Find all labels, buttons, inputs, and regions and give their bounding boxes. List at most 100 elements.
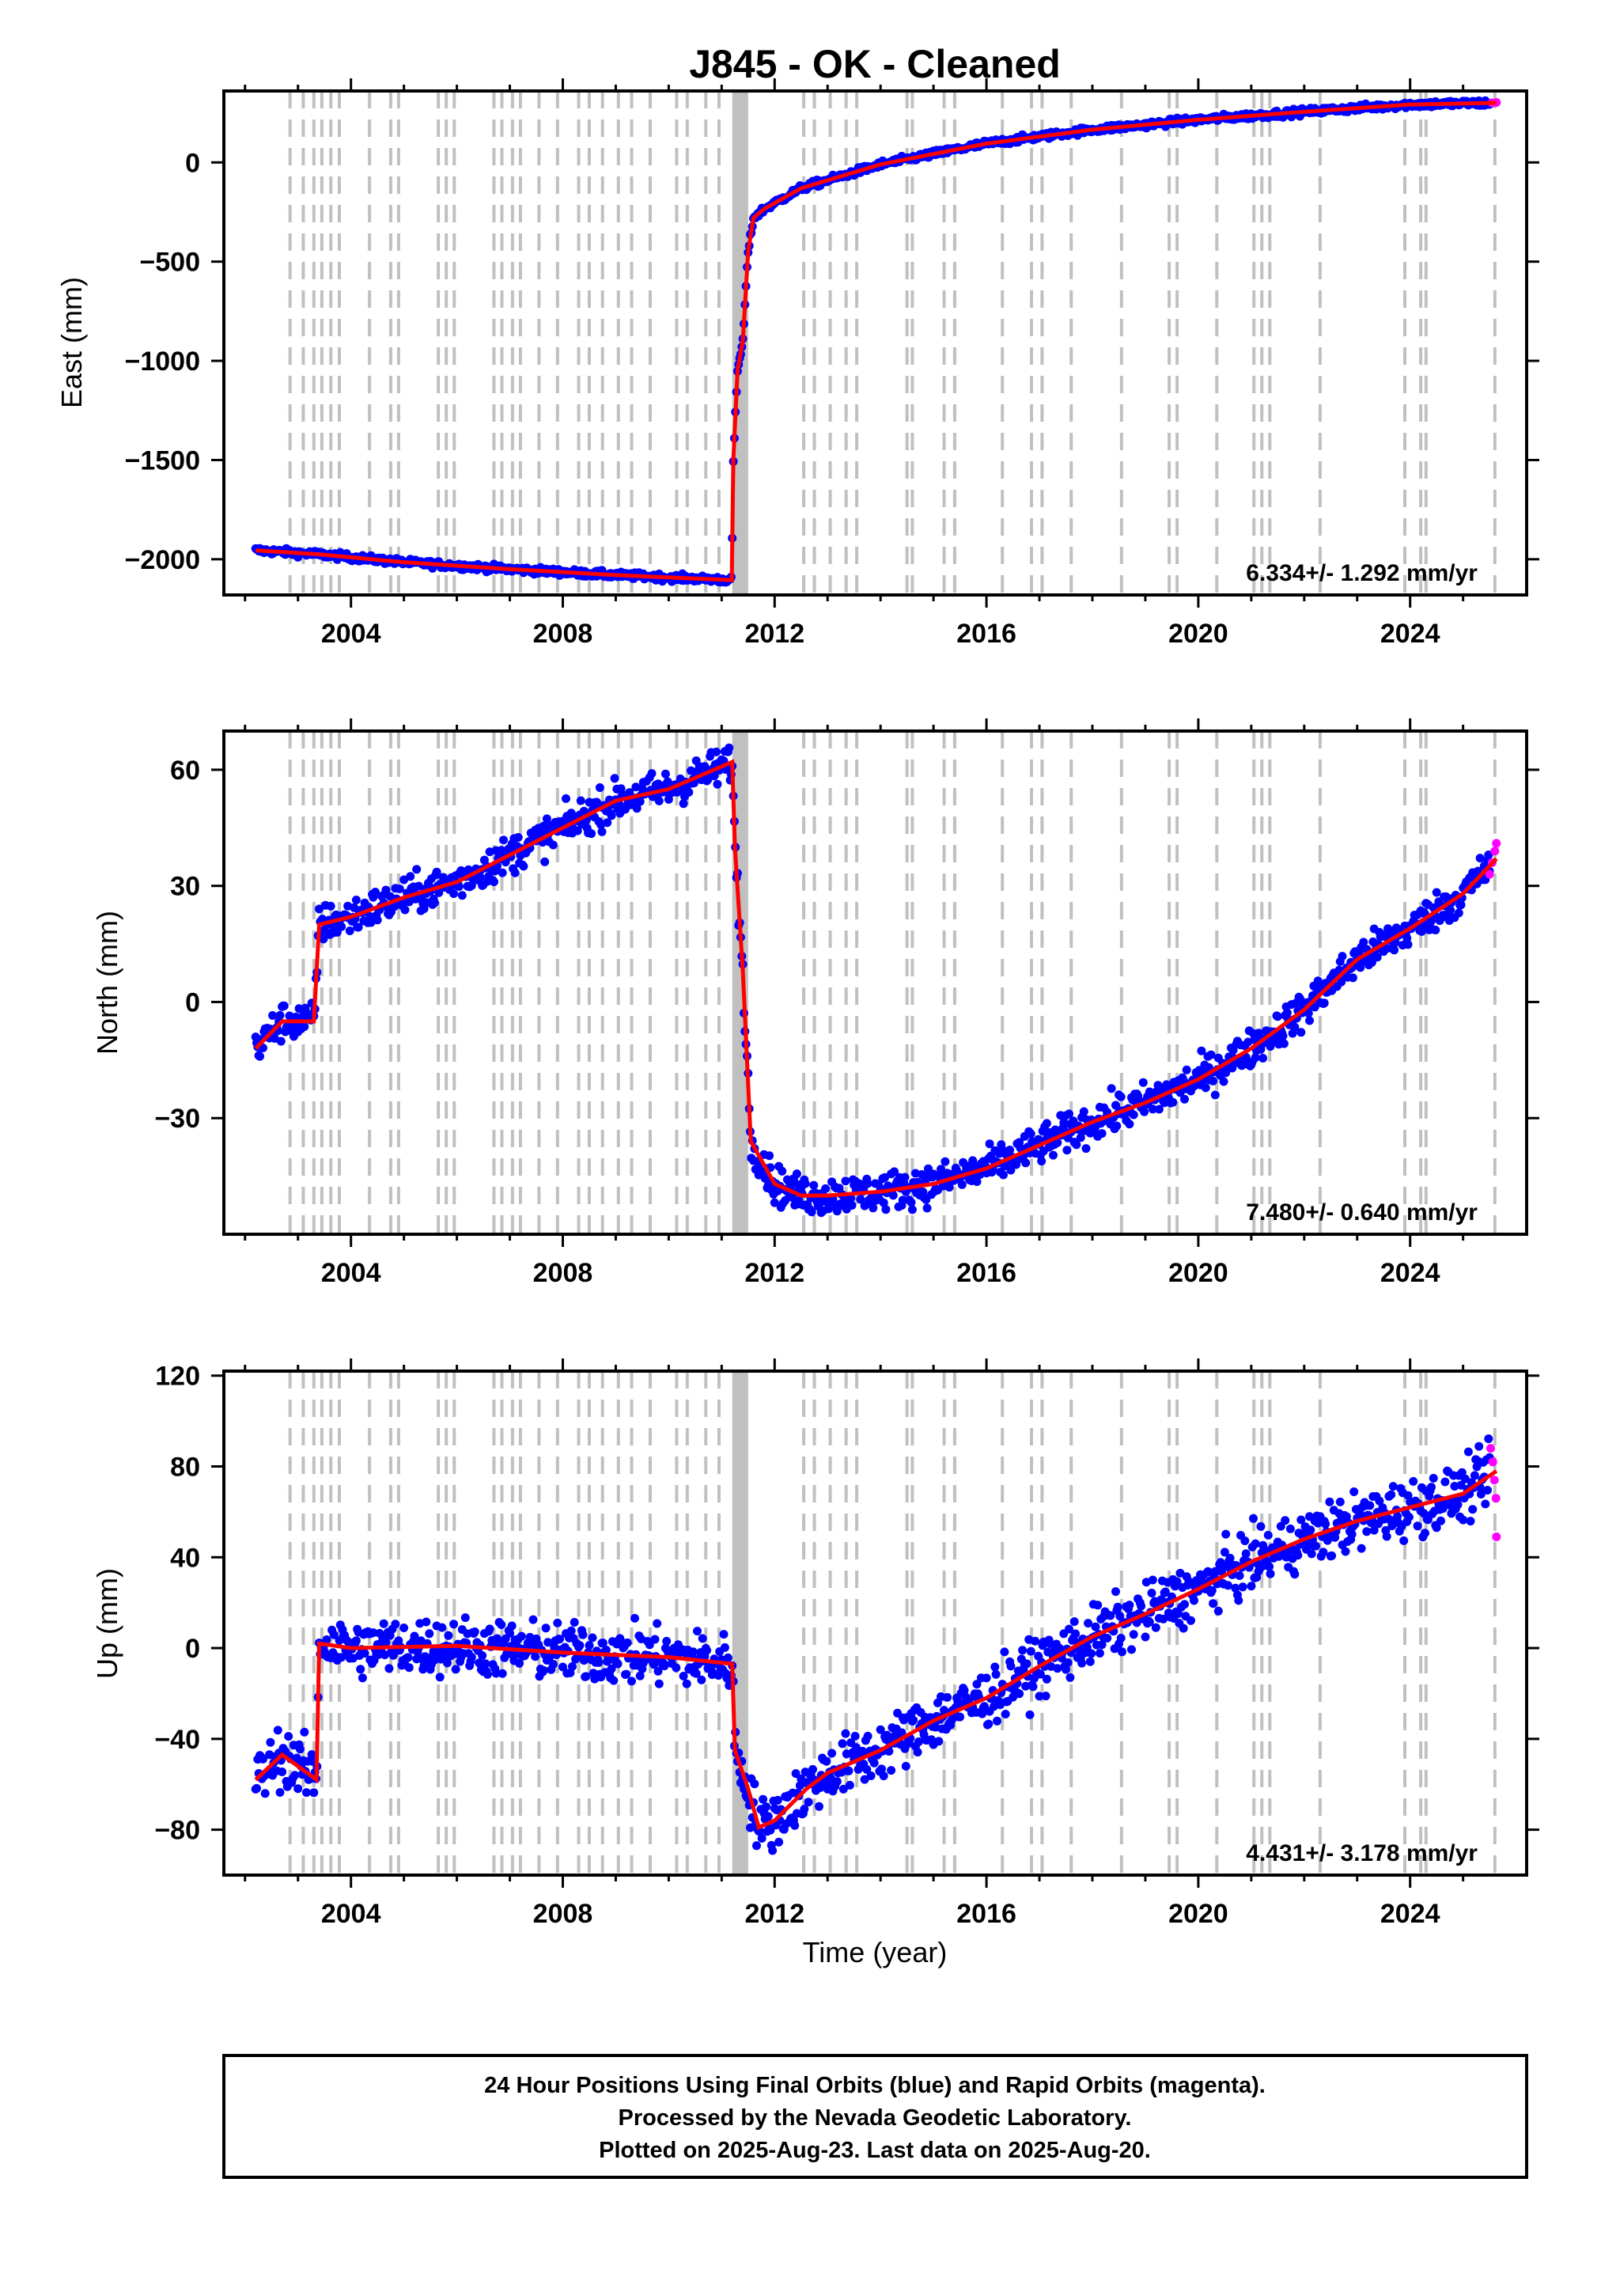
north-data-point	[846, 1194, 856, 1203]
north-model-line	[254, 759, 1498, 1198]
up-data-point	[688, 1647, 698, 1657]
up-data-point	[1172, 1577, 1182, 1586]
up-data-point	[275, 1788, 285, 1797]
north-data-point	[371, 888, 380, 896]
up-data-point	[1375, 1496, 1384, 1506]
up-data-point	[956, 1712, 965, 1722]
up-data-point	[1241, 1549, 1251, 1559]
up-data-point	[1159, 1614, 1168, 1623]
up-data-point	[1001, 1710, 1010, 1718]
north-y-tick-label: 60	[170, 756, 200, 786]
up-data-point	[1456, 1480, 1466, 1490]
footer-box: 24 Hour Positions Using Final Orbits (bl…	[222, 2054, 1528, 2179]
north-rate-label: 7.480+/- 0.640 mm/yr	[1246, 1199, 1478, 1226]
north-data-point	[1282, 1008, 1292, 1017]
north-data-point	[351, 896, 361, 904]
north-ticks	[211, 718, 1539, 1247]
up-data-point	[808, 1764, 817, 1774]
north-data-point	[944, 1183, 954, 1192]
up-data-point	[422, 1617, 431, 1627]
north-data-point	[1390, 945, 1399, 955]
north-data-point	[1107, 1084, 1116, 1093]
up-data-point	[1421, 1529, 1429, 1538]
up-data-point	[815, 1802, 823, 1811]
north-data-point	[457, 891, 467, 900]
up-data-point	[993, 1716, 1001, 1726]
up-data-point	[654, 1679, 664, 1688]
north-data-point	[778, 1166, 787, 1176]
east-y-tick-label: −1500	[125, 445, 201, 475]
up-data-point	[630, 1613, 639, 1623]
up-model-line	[254, 1469, 1498, 1831]
up-data-point	[901, 1761, 910, 1771]
up-data-point	[876, 1725, 885, 1734]
up-data-point	[838, 1739, 847, 1749]
up-data-point	[752, 1841, 761, 1851]
up-plot-frame	[222, 1370, 1528, 1877]
north-data-point	[1278, 1031, 1288, 1040]
up-data-point	[773, 1795, 782, 1805]
north-data-point	[315, 904, 324, 914]
up-data-point	[943, 1692, 952, 1702]
north-data-point	[856, 1195, 865, 1204]
north-data-point	[1348, 973, 1357, 983]
up-data-point	[750, 1779, 759, 1789]
up-data-point	[862, 1765, 872, 1774]
north-data-point	[1432, 888, 1441, 897]
up-data-point	[1137, 1601, 1146, 1611]
north-x-tick-label: 2016	[956, 1258, 1016, 1288]
up-data-point	[653, 1619, 662, 1628]
north-data-point	[373, 915, 382, 925]
up-x-tick-label: 2004	[321, 1899, 381, 1929]
north-y-tick-label: 30	[170, 872, 200, 902]
east-rate-label: 6.334+/- 1.292 mm/yr	[1246, 560, 1478, 586]
up-data-point	[719, 1630, 729, 1639]
up-data-point	[1474, 1442, 1484, 1451]
north-data-point	[917, 1170, 926, 1179]
north-data-point	[597, 827, 607, 836]
up-data-point	[1175, 1568, 1185, 1578]
up-data-point	[693, 1627, 702, 1636]
up-data-point	[1256, 1521, 1266, 1531]
up-data-point	[791, 1769, 800, 1779]
up-data-point	[1042, 1674, 1051, 1684]
north-data-point	[821, 1184, 831, 1193]
north-data-point	[807, 1207, 816, 1217]
up-data-point	[598, 1639, 607, 1648]
up-y-axis-label: Up (mm)	[91, 1568, 123, 1679]
up-final-orbit-points	[251, 1434, 1494, 1855]
up-data-point	[470, 1627, 479, 1636]
up-data-point	[555, 1635, 564, 1644]
north-data-point	[710, 771, 719, 781]
up-data-point	[517, 1631, 526, 1641]
up-data-point	[1187, 1616, 1195, 1625]
up-data-point	[498, 1669, 507, 1678]
north-data-point	[406, 872, 415, 881]
up-data-point	[1265, 1562, 1274, 1571]
east-y-tick-labels: −2000 −1500 −1000 −500 0	[125, 148, 201, 575]
north-data-point	[595, 783, 604, 792]
north-data-point	[337, 922, 346, 931]
up-x-tick-label: 2008	[533, 1899, 593, 1929]
up-data-point	[1399, 1536, 1409, 1545]
east-model-line	[255, 100, 1497, 582]
north-data-point	[1295, 994, 1304, 1003]
up-data-point	[548, 1660, 558, 1669]
north-data-point	[475, 873, 485, 881]
up-x-tick-label: 2020	[1168, 1899, 1228, 1929]
up-data-point	[1000, 1647, 1009, 1657]
north-data-point	[1140, 1107, 1149, 1116]
up-data-point	[622, 1669, 631, 1679]
up-data-point	[1220, 1548, 1229, 1557]
north-data-point	[1148, 1104, 1157, 1114]
up-data-point	[844, 1766, 853, 1775]
up-data-point	[822, 1756, 831, 1766]
up-data-point	[273, 1726, 282, 1735]
up-data-point	[491, 1669, 501, 1678]
north-data-point	[1475, 854, 1485, 863]
north-data-point	[900, 1173, 910, 1182]
north-data-point	[1079, 1107, 1088, 1116]
up-data-point	[399, 1623, 409, 1632]
up-data-point	[1223, 1581, 1232, 1590]
up-data-point	[845, 1780, 854, 1790]
